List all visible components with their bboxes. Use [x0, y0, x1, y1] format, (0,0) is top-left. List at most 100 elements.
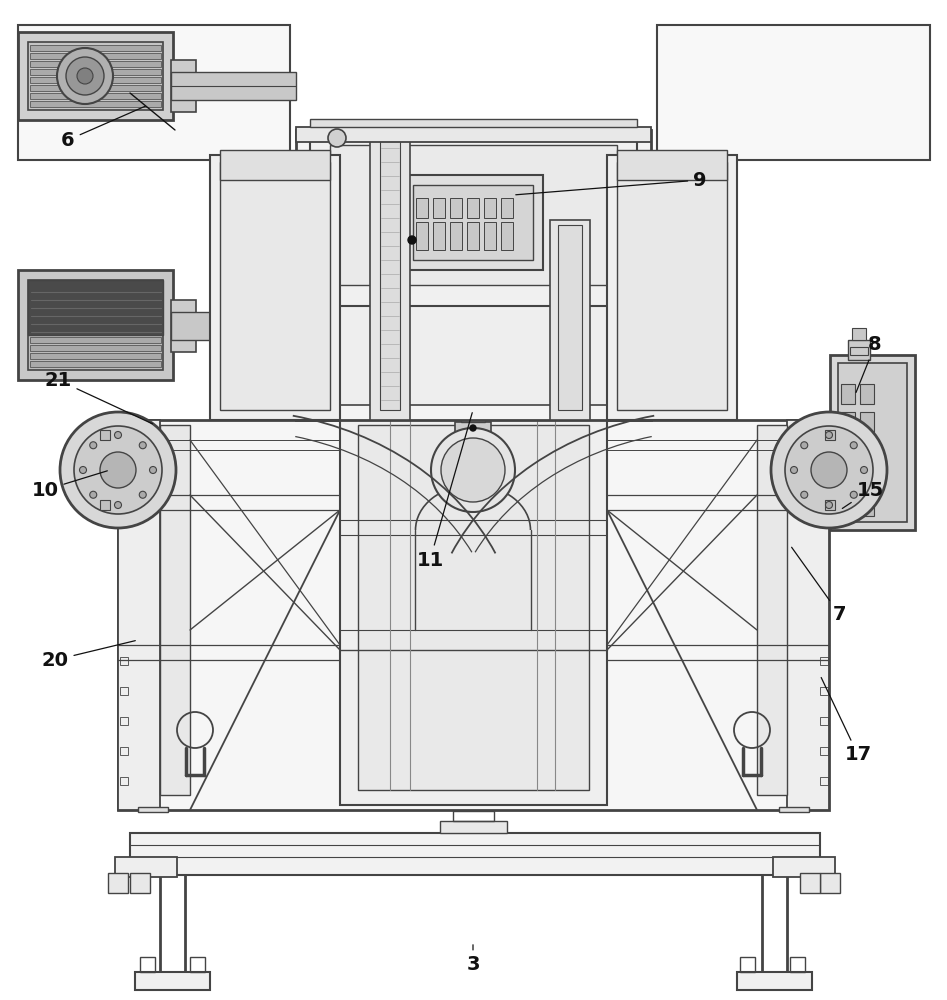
Bar	[501, 222, 513, 250]
Bar	[841, 412, 855, 432]
Circle shape	[431, 428, 515, 512]
Circle shape	[785, 426, 873, 514]
Bar	[838, 363, 907, 522]
Bar	[825, 488, 847, 510]
Bar	[130, 873, 150, 893]
Circle shape	[115, 502, 121, 508]
Bar	[28, 280, 163, 335]
Bar	[757, 425, 787, 795]
Bar	[820, 717, 828, 725]
Bar	[108, 873, 128, 893]
Text: 3: 3	[466, 945, 480, 974]
Bar	[820, 777, 828, 785]
Bar	[852, 328, 866, 340]
Circle shape	[100, 452, 136, 488]
Circle shape	[66, 57, 104, 95]
Bar	[220, 150, 330, 180]
Bar	[30, 329, 161, 335]
Bar	[820, 657, 828, 665]
Text: 21: 21	[45, 370, 152, 424]
Bar	[484, 198, 496, 218]
Bar	[790, 957, 805, 972]
Bar	[787, 420, 829, 810]
Circle shape	[139, 491, 146, 498]
Bar	[779, 807, 809, 812]
Bar	[118, 420, 160, 810]
Bar	[413, 185, 533, 260]
Text: 6: 6	[62, 106, 146, 149]
Bar	[30, 353, 161, 359]
Bar	[850, 347, 868, 355]
Bar	[171, 72, 296, 100]
Bar	[433, 222, 445, 250]
Bar	[830, 355, 915, 530]
Bar	[120, 777, 128, 785]
Circle shape	[470, 425, 476, 431]
Circle shape	[80, 466, 86, 474]
Bar	[820, 873, 840, 893]
Circle shape	[139, 442, 146, 449]
Bar	[841, 440, 855, 460]
Bar	[130, 833, 820, 875]
Text: 15: 15	[842, 481, 884, 508]
Bar	[370, 125, 410, 420]
Bar	[328, 133, 346, 138]
Bar	[484, 222, 496, 250]
Bar	[740, 957, 755, 972]
Bar	[461, 478, 485, 500]
Bar	[120, 747, 128, 755]
Bar	[820, 747, 828, 755]
Bar	[841, 496, 855, 516]
Circle shape	[771, 412, 887, 528]
FancyBboxPatch shape	[310, 132, 637, 306]
Bar	[210, 155, 340, 420]
Bar	[30, 85, 161, 91]
Bar	[450, 222, 462, 250]
Bar	[30, 93, 161, 99]
Bar	[825, 430, 835, 440]
Bar	[30, 337, 161, 343]
Bar	[120, 687, 128, 695]
Circle shape	[791, 466, 797, 474]
Bar	[310, 119, 637, 127]
Circle shape	[115, 432, 121, 438]
Bar	[171, 300, 196, 352]
Bar	[467, 198, 479, 218]
Bar	[358, 425, 589, 790]
Bar	[30, 61, 161, 67]
Circle shape	[850, 491, 857, 498]
Bar	[607, 155, 737, 420]
Bar	[558, 225, 582, 410]
Circle shape	[801, 442, 808, 449]
Circle shape	[150, 466, 156, 474]
Text: 11: 11	[417, 413, 473, 570]
Bar	[30, 53, 161, 59]
Bar	[467, 222, 479, 250]
Bar	[30, 361, 161, 367]
Text: 8: 8	[856, 336, 882, 392]
Bar	[135, 972, 210, 990]
Text: 17: 17	[821, 678, 871, 764]
Text: 20: 20	[42, 641, 135, 670]
Circle shape	[74, 426, 162, 514]
Bar	[28, 42, 163, 110]
Circle shape	[90, 491, 97, 498]
Bar	[461, 408, 485, 422]
Bar	[312, 135, 635, 405]
Text: 10: 10	[31, 471, 107, 499]
Bar	[737, 972, 812, 990]
Bar	[18, 32, 173, 120]
Bar	[140, 957, 155, 972]
Bar	[825, 500, 835, 510]
Bar	[118, 420, 829, 810]
Bar	[18, 25, 290, 160]
Bar	[30, 101, 161, 107]
Bar	[860, 468, 874, 488]
Bar	[773, 857, 835, 877]
Bar	[841, 384, 855, 404]
Bar	[160, 425, 190, 795]
Bar	[860, 384, 874, 404]
Text: 7: 7	[792, 547, 847, 624]
Circle shape	[441, 438, 505, 502]
Bar	[550, 220, 590, 420]
